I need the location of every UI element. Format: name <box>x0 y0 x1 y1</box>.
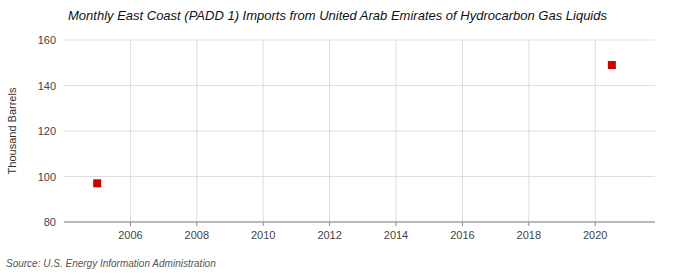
annotation: Source: U.S. Energy Information Administ… <box>6 258 216 269</box>
x-tick <box>263 222 264 226</box>
x-tick-label: 2006 <box>118 229 142 241</box>
x-tick <box>462 222 463 226</box>
x-tick-label: 2016 <box>450 229 474 241</box>
y-grid-line <box>64 176 655 177</box>
y-axis-label: Thousand Barrels <box>6 87 18 174</box>
x-tick <box>595 222 596 226</box>
y-grid-line <box>64 222 655 223</box>
x-grid-line <box>329 40 330 222</box>
y-tick-label: 140 <box>38 80 56 92</box>
x-tick-label: 2012 <box>317 229 341 241</box>
x-grid-line <box>196 40 197 222</box>
y-tick-label: 100 <box>38 171 56 183</box>
point <box>608 61 616 69</box>
x-tick-label: 2010 <box>251 229 275 241</box>
x-tick-label: 2018 <box>517 229 541 241</box>
x-grid-line <box>528 40 529 222</box>
x-grid-line <box>130 40 131 222</box>
marks <box>93 61 616 187</box>
x-axis-line <box>64 222 655 223</box>
x-tick <box>196 222 197 226</box>
point <box>93 179 101 187</box>
x-tick <box>396 222 397 226</box>
chart: 80 100 120 140 160 2006 2008 2010 2012 2014 2016 20… <box>0 0 675 275</box>
x-grid-line <box>396 40 397 222</box>
x-tick-label: 2008 <box>185 229 209 241</box>
title: Monthly East Coast (PADD 1) Imports from… <box>68 8 607 23</box>
x-tick <box>329 222 330 226</box>
y-tick-label: 160 <box>38 34 56 46</box>
y-tick-label: 120 <box>38 125 56 137</box>
x-tick-label: 2014 <box>384 229 408 241</box>
y-grid-line <box>64 131 655 132</box>
x-tick-label: 2020 <box>583 229 607 241</box>
y-grid-line <box>64 40 655 41</box>
grid <box>64 40 655 222</box>
x-tick <box>130 222 131 226</box>
x-grid-line <box>263 40 264 222</box>
y-grid-line <box>64 85 655 86</box>
y-tick-label: 80 <box>44 216 56 228</box>
x-grid-line <box>462 40 463 222</box>
x-grid-line <box>595 40 596 222</box>
x-tick <box>528 222 529 226</box>
